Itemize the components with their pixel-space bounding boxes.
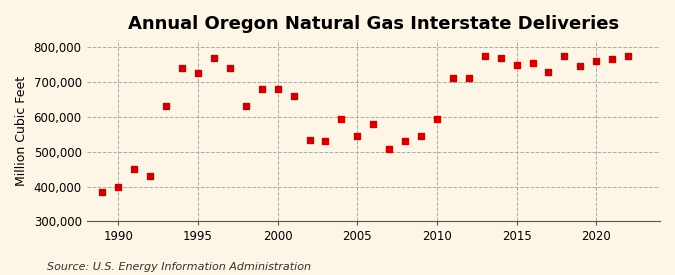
Y-axis label: Million Cubic Feet: Million Cubic Feet bbox=[15, 76, 28, 186]
Point bbox=[400, 139, 410, 144]
Point bbox=[543, 69, 554, 74]
Point bbox=[129, 167, 140, 171]
Point bbox=[527, 60, 538, 65]
Point bbox=[511, 62, 522, 67]
Point bbox=[607, 57, 618, 62]
Point bbox=[495, 55, 506, 60]
Point bbox=[177, 66, 188, 70]
Point bbox=[336, 116, 347, 121]
Point bbox=[591, 59, 601, 63]
Point bbox=[320, 139, 331, 144]
Point bbox=[240, 104, 251, 109]
Point bbox=[225, 66, 236, 70]
Point bbox=[113, 185, 124, 189]
Point bbox=[288, 94, 299, 98]
Point bbox=[384, 147, 395, 152]
Point bbox=[145, 174, 156, 178]
Point bbox=[623, 54, 634, 58]
Point bbox=[97, 190, 108, 194]
Point bbox=[431, 116, 442, 121]
Point bbox=[416, 134, 427, 138]
Point bbox=[464, 76, 475, 81]
Point bbox=[479, 54, 490, 58]
Point bbox=[304, 137, 315, 142]
Text: Source: U.S. Energy Information Administration: Source: U.S. Energy Information Administ… bbox=[47, 262, 311, 271]
Point bbox=[161, 104, 171, 109]
Point bbox=[192, 71, 203, 75]
Point bbox=[559, 54, 570, 58]
Point bbox=[272, 87, 283, 91]
Point bbox=[352, 134, 362, 138]
Title: Annual Oregon Natural Gas Interstate Deliveries: Annual Oregon Natural Gas Interstate Del… bbox=[128, 15, 619, 33]
Point bbox=[256, 87, 267, 91]
Point bbox=[209, 55, 219, 60]
Point bbox=[575, 64, 586, 68]
Point bbox=[368, 122, 379, 126]
Point bbox=[448, 76, 458, 81]
